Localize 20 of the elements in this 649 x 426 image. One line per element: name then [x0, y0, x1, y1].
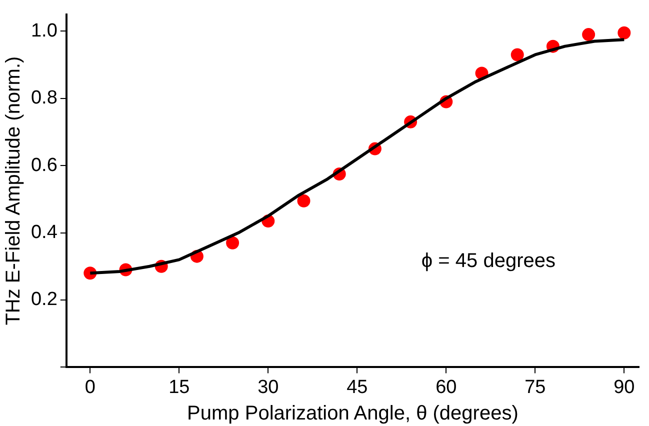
x-axis-title: Pump Polarization Angle, θ (degrees)	[187, 402, 518, 425]
x-tick-label: 30	[258, 376, 279, 398]
x-tick-label: 15	[168, 376, 190, 398]
y-tick-label: 0.8	[30, 88, 58, 109]
x-tick-label: 75	[524, 376, 546, 398]
point	[618, 26, 631, 40]
y-tick-label: 0.6	[30, 154, 58, 176]
x-tick-label: 60	[436, 376, 457, 398]
y-tick-label: 1.0	[30, 20, 58, 42]
x-tick-label: 90	[614, 376, 635, 398]
x-tick-label: 45	[346, 376, 368, 398]
point	[582, 28, 596, 42]
annotation: ϕ = 45 degrees	[421, 250, 556, 272]
y-axis-title: THz E-Field Amplitude (norm.)	[2, 56, 25, 326]
point	[226, 236, 240, 250]
point	[510, 48, 524, 62]
y-tick-label: 0.2	[30, 289, 58, 310]
point	[297, 194, 310, 208]
x-tick-label: 0	[84, 376, 96, 398]
y-tick-label: 0.4	[30, 222, 58, 244]
